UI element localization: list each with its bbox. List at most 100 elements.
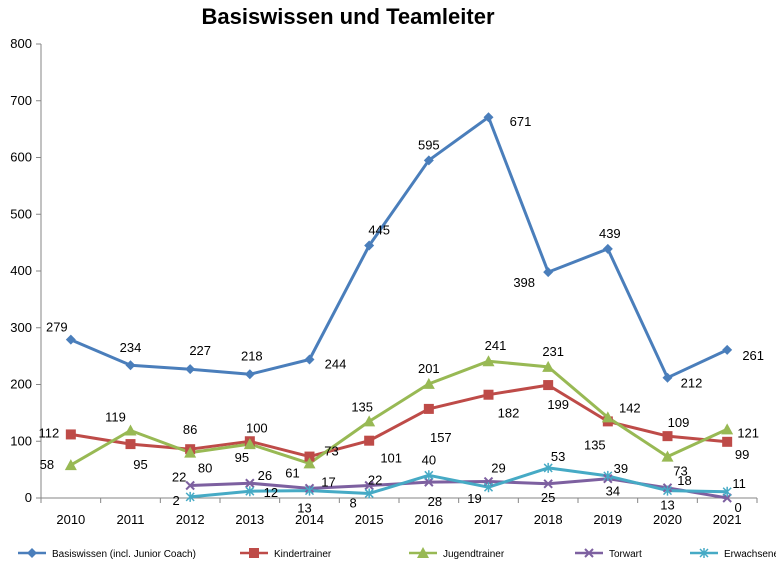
data-point-marker [661,450,674,462]
data-label: 439 [599,226,621,241]
markers [64,112,734,503]
data-label: 53 [551,449,565,464]
data-point-marker [245,478,255,488]
data-label: 28 [428,494,442,509]
data-label: 595 [418,137,440,152]
legend-label: Jugendtrainer [443,549,505,560]
legend-marker [584,548,594,558]
data-label: 95 [235,450,249,465]
data-label: 80 [198,461,212,476]
legend-label: Erwachsene [724,549,776,560]
data-point-marker [184,446,197,458]
y-tick-label: 100 [10,433,32,448]
data-point-marker [125,360,136,371]
data-label: 22 [172,470,186,485]
data-point-marker [543,462,553,473]
data-point-marker [304,354,315,365]
data-point-marker [543,267,554,278]
x-tick-label: 2018 [534,512,563,527]
data-label: 398 [513,275,535,290]
data-label: 34 [606,484,620,499]
data-label: 227 [189,343,211,358]
data-point-marker [603,470,613,481]
data-label: 101 [380,451,402,466]
data-label: 95 [133,457,147,472]
data-point-marker [423,155,434,166]
data-point-marker [542,360,555,372]
data-label: 212 [681,376,703,391]
data-point-marker [364,435,375,446]
data-label: 135 [351,399,373,414]
data-point-marker [722,486,732,497]
data-label: 100 [246,420,268,435]
legend-marker [249,548,259,558]
data-label: 13 [297,501,311,516]
legend-marker [699,548,709,558]
data-label: 8 [350,495,357,510]
data-label: 119 [105,409,126,424]
data-label: 0 [735,500,742,515]
data-label: 279 [46,320,68,335]
y-tick-label: 600 [10,150,32,165]
data-label: 2 [173,493,180,508]
data-label: 201 [418,361,440,376]
y-tick-label: 0 [25,490,32,505]
chart-title: Basiswissen und Teamleiter [201,4,494,29]
data-point-marker [482,355,495,367]
data-label: 182 [498,406,520,421]
data-label: 73 [324,444,338,459]
x-tick-label: 2017 [474,512,503,527]
data-label: 241 [485,338,507,353]
data-label: 121 [737,425,759,440]
x-tick-label: 2012 [176,512,205,527]
data-label: 109 [668,415,690,430]
data-point-marker [245,486,255,497]
data-label: 58 [40,457,54,472]
data-point-marker [65,429,76,440]
data-point-marker [602,243,613,254]
data-label: 218 [241,348,263,363]
data-point-marker [483,482,494,493]
x-tick-label: 2011 [117,512,145,527]
x-tick-label: 2013 [235,512,264,527]
x-tick-label: 2021 [713,512,742,527]
legend-marker [417,547,429,558]
data-point-marker [303,457,316,469]
x-tick-label: 2019 [593,512,622,527]
x-tick-label: 2016 [414,512,443,527]
data-point-marker [243,438,256,450]
data-label: 231 [542,344,564,359]
legend-label: Basiswissen (incl. Junior Coach) [52,549,196,560]
data-point-marker [422,377,435,389]
series-line-2 [70,359,728,467]
y-tick-label: 700 [10,93,32,108]
data-point-marker [185,480,195,491]
y-tick-label: 500 [10,206,32,221]
data-point-marker [722,344,733,355]
data-label: 112 [38,425,59,440]
data-point-marker [722,436,733,447]
data-point-marker [125,439,136,450]
legend-label: Kindertrainer [274,549,332,560]
data-point-marker [124,424,137,436]
data-label: 29 [491,461,505,476]
data-point-marker [601,411,614,423]
data-label: 73 [673,464,687,479]
data-point-marker [244,369,255,380]
data-label: 234 [120,340,142,355]
series-line-4 [190,466,728,499]
data-label: 99 [735,447,749,462]
legend-marker [27,548,37,558]
data-point-marker [721,423,734,435]
y-tick-label: 300 [10,320,32,335]
data-point-marker [483,112,494,123]
data-label: 61 [285,465,299,480]
data-point-marker [185,364,196,375]
data-label: 22 [368,473,382,488]
series-lines [70,115,728,500]
data-label: 18 [677,473,691,488]
data-label: 26 [258,468,272,483]
x-tick-label: 2015 [355,512,384,527]
